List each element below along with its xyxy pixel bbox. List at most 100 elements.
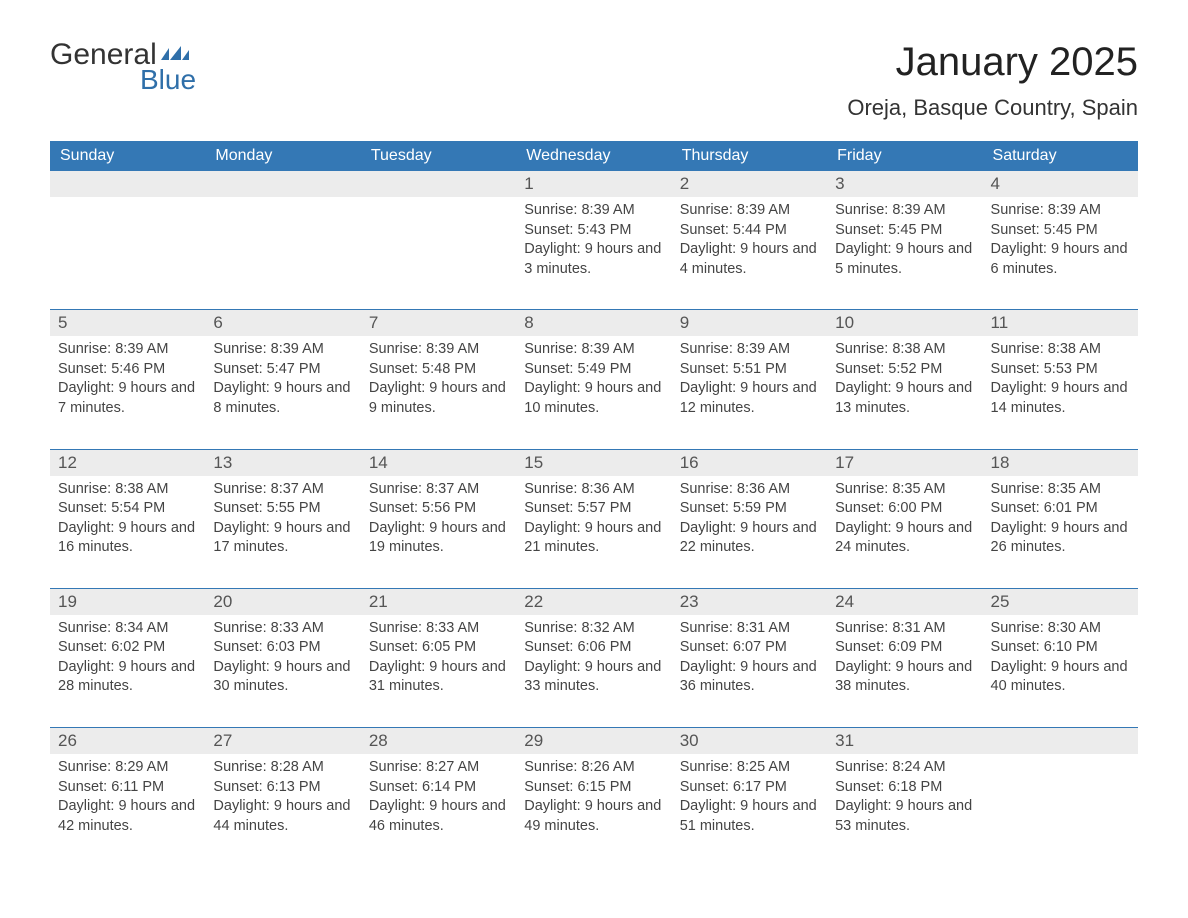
daylight-text: Daylight: 9 hours and 33 minutes. — [524, 658, 663, 697]
sunrise-text: Sunrise: 8:29 AM — [58, 758, 197, 778]
day-number: 7 — [361, 310, 516, 336]
day-number: 3 — [827, 171, 982, 197]
day-cell: Sunrise: 8:34 AMSunset: 6:02 PMDaylight:… — [50, 615, 205, 728]
sunrise-text: Sunrise: 8:37 AM — [369, 480, 508, 500]
day-number — [983, 728, 1138, 754]
title-block: January 2025 Oreja, Basque Country, Spai… — [847, 40, 1138, 121]
month-title: January 2025 — [847, 40, 1138, 85]
sunrise-text: Sunrise: 8:39 AM — [524, 340, 663, 360]
sunrise-text: Sunrise: 8:39 AM — [680, 340, 819, 360]
day-number: 10 — [827, 310, 982, 336]
daylight-text: Daylight: 9 hours and 8 minutes. — [213, 379, 352, 418]
day-cell: Sunrise: 8:39 AMSunset: 5:45 PMDaylight:… — [827, 197, 982, 310]
sunrise-text: Sunrise: 8:25 AM — [680, 758, 819, 778]
day-number: 12 — [50, 450, 205, 476]
col-saturday: Saturday — [983, 141, 1138, 171]
day-number-row: 19202122232425 — [50, 589, 1138, 615]
daylight-text: Daylight: 9 hours and 12 minutes. — [680, 379, 819, 418]
sunrise-text: Sunrise: 8:39 AM — [680, 201, 819, 221]
daylight-text: Daylight: 9 hours and 46 minutes. — [369, 797, 508, 836]
daylight-text: Daylight: 9 hours and 9 minutes. — [369, 379, 508, 418]
sunrise-text: Sunrise: 8:39 AM — [213, 340, 352, 360]
sunrise-text: Sunrise: 8:38 AM — [835, 340, 974, 360]
sunrise-text: Sunrise: 8:32 AM — [524, 619, 663, 639]
daylight-text: Daylight: 9 hours and 51 minutes. — [680, 797, 819, 836]
daylight-text: Daylight: 9 hours and 14 minutes. — [991, 379, 1130, 418]
day-number: 31 — [827, 728, 982, 754]
day-number: 6 — [205, 310, 360, 336]
day-number: 1 — [516, 171, 671, 197]
logo: General Blue — [50, 40, 196, 94]
day-content-row: Sunrise: 8:34 AMSunset: 6:02 PMDaylight:… — [50, 615, 1138, 728]
day-cell: Sunrise: 8:26 AMSunset: 6:15 PMDaylight:… — [516, 754, 671, 866]
sunrise-text: Sunrise: 8:28 AM — [213, 758, 352, 778]
day-number-row: 1234 — [50, 171, 1138, 197]
day-cell: Sunrise: 8:30 AMSunset: 6:10 PMDaylight:… — [983, 615, 1138, 728]
day-cell: Sunrise: 8:27 AMSunset: 6:14 PMDaylight:… — [361, 754, 516, 866]
day-cell: Sunrise: 8:39 AMSunset: 5:49 PMDaylight:… — [516, 336, 671, 449]
sunset-text: Sunset: 6:09 PM — [835, 638, 974, 658]
day-number: 4 — [983, 171, 1138, 197]
sunset-text: Sunset: 5:52 PM — [835, 360, 974, 380]
day-cell: Sunrise: 8:39 AMSunset: 5:44 PMDaylight:… — [672, 197, 827, 310]
day-number: 27 — [205, 728, 360, 754]
day-number: 14 — [361, 450, 516, 476]
day-cell: Sunrise: 8:29 AMSunset: 6:11 PMDaylight:… — [50, 754, 205, 866]
daylight-text: Daylight: 9 hours and 10 minutes. — [524, 379, 663, 418]
daylight-text: Daylight: 9 hours and 4 minutes. — [680, 240, 819, 279]
day-cell: Sunrise: 8:39 AMSunset: 5:51 PMDaylight:… — [672, 336, 827, 449]
daylight-text: Daylight: 9 hours and 7 minutes. — [58, 379, 197, 418]
day-number: 25 — [983, 589, 1138, 615]
sunset-text: Sunset: 6:15 PM — [524, 778, 663, 798]
day-number: 16 — [672, 450, 827, 476]
day-number: 21 — [361, 589, 516, 615]
day-number — [205, 171, 360, 197]
sunrise-text: Sunrise: 8:36 AM — [524, 480, 663, 500]
day-cell: Sunrise: 8:37 AMSunset: 5:55 PMDaylight:… — [205, 476, 360, 589]
daylight-text: Daylight: 9 hours and 31 minutes. — [369, 658, 508, 697]
daylight-text: Daylight: 9 hours and 28 minutes. — [58, 658, 197, 697]
sunset-text: Sunset: 5:59 PM — [680, 499, 819, 519]
daylight-text: Daylight: 9 hours and 3 minutes. — [524, 240, 663, 279]
sunset-text: Sunset: 5:44 PM — [680, 221, 819, 241]
sunset-text: Sunset: 5:51 PM — [680, 360, 819, 380]
day-cell — [361, 197, 516, 310]
sunset-text: Sunset: 5:46 PM — [58, 360, 197, 380]
day-content-row: Sunrise: 8:39 AMSunset: 5:43 PMDaylight:… — [50, 197, 1138, 310]
day-number: 29 — [516, 728, 671, 754]
sunset-text: Sunset: 5:43 PM — [524, 221, 663, 241]
day-content-row: Sunrise: 8:38 AMSunset: 5:54 PMDaylight:… — [50, 476, 1138, 589]
daylight-text: Daylight: 9 hours and 49 minutes. — [524, 797, 663, 836]
daylight-text: Daylight: 9 hours and 13 minutes. — [835, 379, 974, 418]
daylight-text: Daylight: 9 hours and 21 minutes. — [524, 519, 663, 558]
day-cell: Sunrise: 8:35 AMSunset: 6:01 PMDaylight:… — [983, 476, 1138, 589]
calendar-table: Sunday Monday Tuesday Wednesday Thursday… — [50, 141, 1138, 866]
day-number: 9 — [672, 310, 827, 336]
day-number-row: 12131415161718 — [50, 450, 1138, 476]
day-number — [361, 171, 516, 197]
sunset-text: Sunset: 6:06 PM — [524, 638, 663, 658]
day-number: 20 — [205, 589, 360, 615]
day-number: 23 — [672, 589, 827, 615]
day-cell: Sunrise: 8:39 AMSunset: 5:45 PMDaylight:… — [983, 197, 1138, 310]
day-cell: Sunrise: 8:31 AMSunset: 6:09 PMDaylight:… — [827, 615, 982, 728]
sunset-text: Sunset: 6:13 PM — [213, 778, 352, 798]
logo-word2: Blue — [140, 66, 196, 94]
day-cell: Sunrise: 8:39 AMSunset: 5:48 PMDaylight:… — [361, 336, 516, 449]
day-cell: Sunrise: 8:36 AMSunset: 5:57 PMDaylight:… — [516, 476, 671, 589]
col-monday: Monday — [205, 141, 360, 171]
sunrise-text: Sunrise: 8:38 AM — [58, 480, 197, 500]
day-cell: Sunrise: 8:25 AMSunset: 6:17 PMDaylight:… — [672, 754, 827, 866]
sunrise-text: Sunrise: 8:30 AM — [991, 619, 1130, 639]
day-number: 19 — [50, 589, 205, 615]
day-cell: Sunrise: 8:38 AMSunset: 5:54 PMDaylight:… — [50, 476, 205, 589]
day-number: 22 — [516, 589, 671, 615]
sunrise-text: Sunrise: 8:24 AM — [835, 758, 974, 778]
sunrise-text: Sunrise: 8:27 AM — [369, 758, 508, 778]
day-content-row: Sunrise: 8:29 AMSunset: 6:11 PMDaylight:… — [50, 754, 1138, 866]
sunrise-text: Sunrise: 8:37 AM — [213, 480, 352, 500]
sunrise-text: Sunrise: 8:31 AM — [680, 619, 819, 639]
daylight-text: Daylight: 9 hours and 24 minutes. — [835, 519, 974, 558]
sunrise-text: Sunrise: 8:39 AM — [991, 201, 1130, 221]
daylight-text: Daylight: 9 hours and 22 minutes. — [680, 519, 819, 558]
